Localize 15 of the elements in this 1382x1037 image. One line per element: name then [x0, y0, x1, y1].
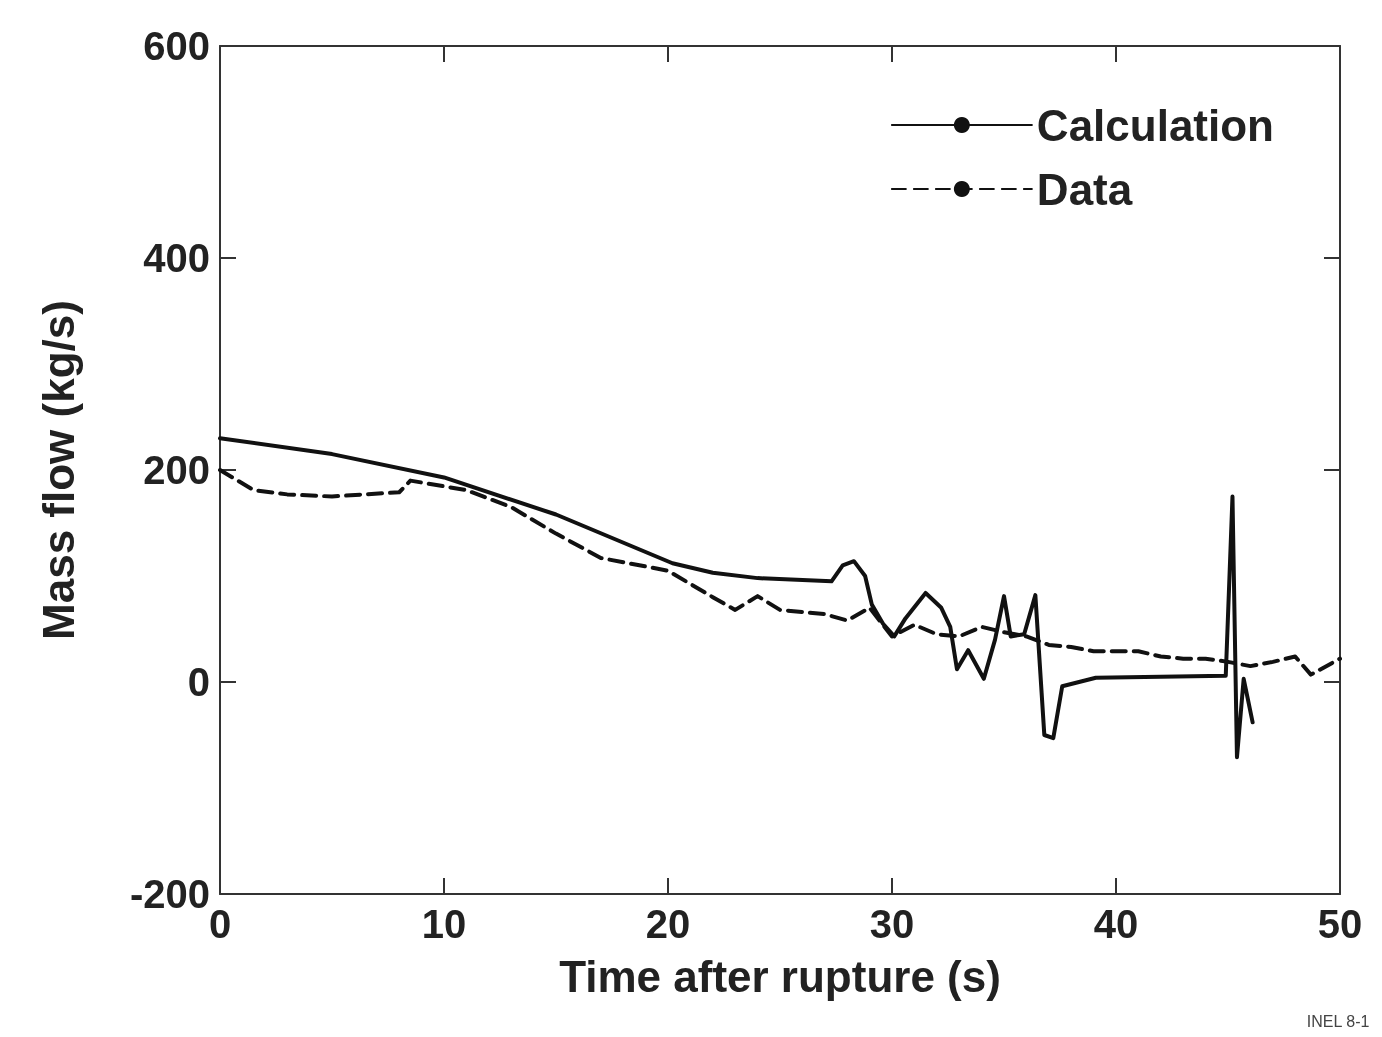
y-tick-label: 600 — [143, 24, 210, 68]
x-tick-label: 10 — [421, 902, 467, 946]
y-tick-label: 400 — [143, 236, 210, 280]
y-axis-title: Mass flow (kg/s) — [33, 300, 83, 640]
x-tick-label: 40 — [1093, 902, 1139, 946]
x-axis-title: Time after rupture (s) — [559, 951, 1001, 1001]
legend-label: Calculation — [1036, 100, 1275, 150]
x-tick-label: 20 — [645, 902, 691, 946]
x-tick-label: 50 — [1317, 902, 1363, 946]
y-tick-label: -200 — [129, 872, 210, 916]
legend-label: Data — [1036, 164, 1133, 214]
x-tick-label: 30 — [869, 902, 915, 946]
y-tick-label: 200 — [143, 448, 210, 492]
y-tick-label: 0 — [187, 660, 210, 704]
text: INEL 8-1 — [1306, 1012, 1370, 1030]
